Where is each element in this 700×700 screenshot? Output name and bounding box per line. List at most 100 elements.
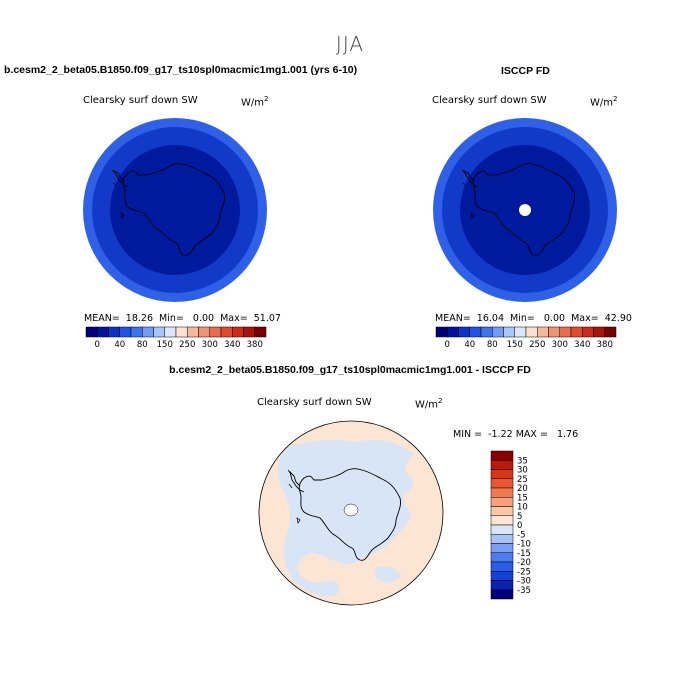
panel-3-colorbar-swatch <box>490 571 514 581</box>
panel-2-colorbar-tick-label: 150 <box>507 340 523 350</box>
panel-3-colorbar-swatch <box>490 506 514 516</box>
panel-2-missing-pole <box>519 204 531 216</box>
panel-2-units-label: W/m2 <box>590 95 618 109</box>
panel-1-colorbar-swatch <box>209 326 222 338</box>
panel-3-colorbar-tick-label: 0 <box>517 521 522 531</box>
panel-3-colorbar-swatch <box>490 515 514 526</box>
panel-3-colorbar-tick-label: -35 <box>517 586 531 596</box>
panel-3-colorbar-swatch <box>490 487 514 498</box>
panel-2-variable-label: Clearsky surf down SW <box>432 95 547 106</box>
panel-3-colorbar-tick-label: -5 <box>517 530 525 540</box>
panel-2-antarctica-coastline <box>472 163 575 256</box>
panel-1-colorbar-tick-label: 300 <box>202 340 218 350</box>
panel-2-colorbar-swatch <box>570 326 583 338</box>
panel-1-colorbar-swatch <box>187 326 199 338</box>
panel-3-islands <box>287 469 301 524</box>
panel-2-colorbar-swatch <box>469 326 482 338</box>
panel-3-colorbar-tick-label: 10 <box>517 503 528 513</box>
panel-3-colorbar-tick-label: -10 <box>517 540 531 550</box>
panel-1-colorbar-swatch <box>220 326 233 338</box>
panel-3-colorbar-swatch <box>490 543 514 553</box>
panel-3-colorbar-tick-label: 25 <box>517 475 528 485</box>
panel-2-colorbar-tick-label: 40 <box>464 340 475 350</box>
panel-3-colorbar-swatch <box>490 469 514 479</box>
panel-2-colorbar-swatch <box>458 326 470 338</box>
panel-2-colorbar-tick-label: 300 <box>552 340 568 350</box>
panel-1-colorbar-swatch <box>130 326 143 338</box>
panel-2-title: ISCCP FD <box>501 65 550 77</box>
panel-2-colorbar-swatch <box>537 326 549 338</box>
panel-3-colorbar-tick-label: 5 <box>517 512 522 522</box>
panel-2-colorbar-swatch <box>492 326 504 338</box>
panel-1-islands <box>111 169 125 219</box>
panel-2-map <box>433 118 617 302</box>
panel-3-colorbar-tick-label: 30 <box>517 466 528 476</box>
panel-1-colorbar-tick-label: 340 <box>224 340 240 350</box>
panel-2-colorbar-tick-label: 250 <box>529 340 545 350</box>
panel-3-colorbar-swatch <box>490 589 514 600</box>
panel-1-colorbar-swatch <box>164 326 177 338</box>
panel-1-colorbar-tick-label: 80 <box>137 340 148 350</box>
panel-1-colorbar: 0 40 80 150 250 300 340 380 <box>85 326 267 350</box>
panel-1-colorbar-swatch <box>232 326 244 338</box>
panel-3-colorbar-swatch <box>490 460 514 470</box>
panel-3-colorbar-tick-label: -30 <box>517 577 531 587</box>
panel-1-colorbar-tick-label: 250 <box>179 340 195 350</box>
panel-1-colorbar-swatch <box>142 326 154 338</box>
panel-3-colorbar-swatch <box>490 450 514 461</box>
panel-1-colorbar-swatch <box>243 326 255 338</box>
panel-3-colorbar-swatch <box>490 534 514 544</box>
panel-3-colorbar-tick-label: -20 <box>517 558 531 568</box>
panel-3-map-border <box>258 420 444 606</box>
panel-1-title: b.cesm2_2_beta05.B1850.f09_g17_ts10spl0m… <box>4 64 358 76</box>
panel-1-stats: MEAN= 18.26 Min= 0.00 Max= 51.07 <box>84 313 281 324</box>
panel-3-negative-patch-east <box>374 566 402 583</box>
panel-3-colorbar-swatch <box>490 524 514 535</box>
panel-1-polar-cap <box>110 145 240 275</box>
panel-3-colorbar-tick-label: 15 <box>517 493 528 503</box>
panel-2-islands <box>461 169 475 219</box>
panel-1-units-label: W/m2 <box>241 95 269 109</box>
panel-3-missing-pole <box>343 503 359 517</box>
panel-2-colorbar-tick-label: 380 <box>597 340 613 350</box>
panel-2-colorbar-swatch <box>525 326 538 338</box>
panel-1-colorbar-swatch <box>108 326 120 338</box>
panel-1-colorbar-tick-label: 0 <box>95 340 100 350</box>
panel-1-colorbar-tick-label: 380 <box>247 340 263 350</box>
panel-3-stats: MIN = -1.22 MAX = 1.76 <box>453 429 579 440</box>
panel-1-colorbar-tick-label: 150 <box>157 340 173 350</box>
panel-2-colorbar-swatch <box>559 326 572 338</box>
panel-1-colorbar-tick-label: 40 <box>114 340 125 350</box>
panel-2-colorbar-swatch <box>593 326 605 338</box>
panel-3-colorbar-swatch <box>490 497 514 507</box>
panel-3-title: b.cesm2_2_beta05.B1850.f09_g17_ts10spl0m… <box>169 364 531 376</box>
panel-3-colorbar-swatch <box>490 552 514 563</box>
panel-2-colorbar-swatch <box>514 326 527 338</box>
panel-3-colorbar-tick-label: 35 <box>517 456 528 466</box>
panel-3-colorbar-swatch <box>490 561 514 572</box>
panel-2-colorbar: 0 40 80 150 250 300 340 380 <box>435 326 617 350</box>
panel-2-colorbar-tick-label: 340 <box>574 340 590 350</box>
panel-1-map <box>83 118 267 302</box>
panel-1-colorbar-swatch <box>198 326 210 338</box>
panel-3-negative-region <box>277 440 414 597</box>
panel-3-colorbar-swatch <box>490 580 514 590</box>
panel-1-colorbar-swatch <box>119 326 132 338</box>
panel-1-colorbar-swatch <box>85 326 98 338</box>
panel-2-colorbar-swatch <box>582 326 594 338</box>
panel-2-colorbar-swatch <box>604 326 617 338</box>
panel-3-colorbar-swatch <box>490 478 514 489</box>
panel-3-colorbar-tick-label: 20 <box>517 484 528 494</box>
panel-3-colorbar-tick-label: -15 <box>517 549 531 559</box>
panel-1-colorbar-swatch <box>97 326 109 338</box>
panel-3-peninsula <box>289 470 305 493</box>
panel-2-colorbar-swatch <box>503 326 515 338</box>
page-title: JJA <box>335 32 365 56</box>
panel-1-variable-label: Clearsky surf down SW <box>83 95 198 106</box>
panel-3-variable-label: Clearsky surf down SW <box>257 397 372 408</box>
panel-1-antarctica-coastline <box>122 163 225 256</box>
panel-2-colorbar-tick-label: 0 <box>445 340 450 350</box>
panel-2-colorbar-swatch <box>435 326 448 338</box>
panel-2-colorbar-swatch <box>548 326 560 338</box>
